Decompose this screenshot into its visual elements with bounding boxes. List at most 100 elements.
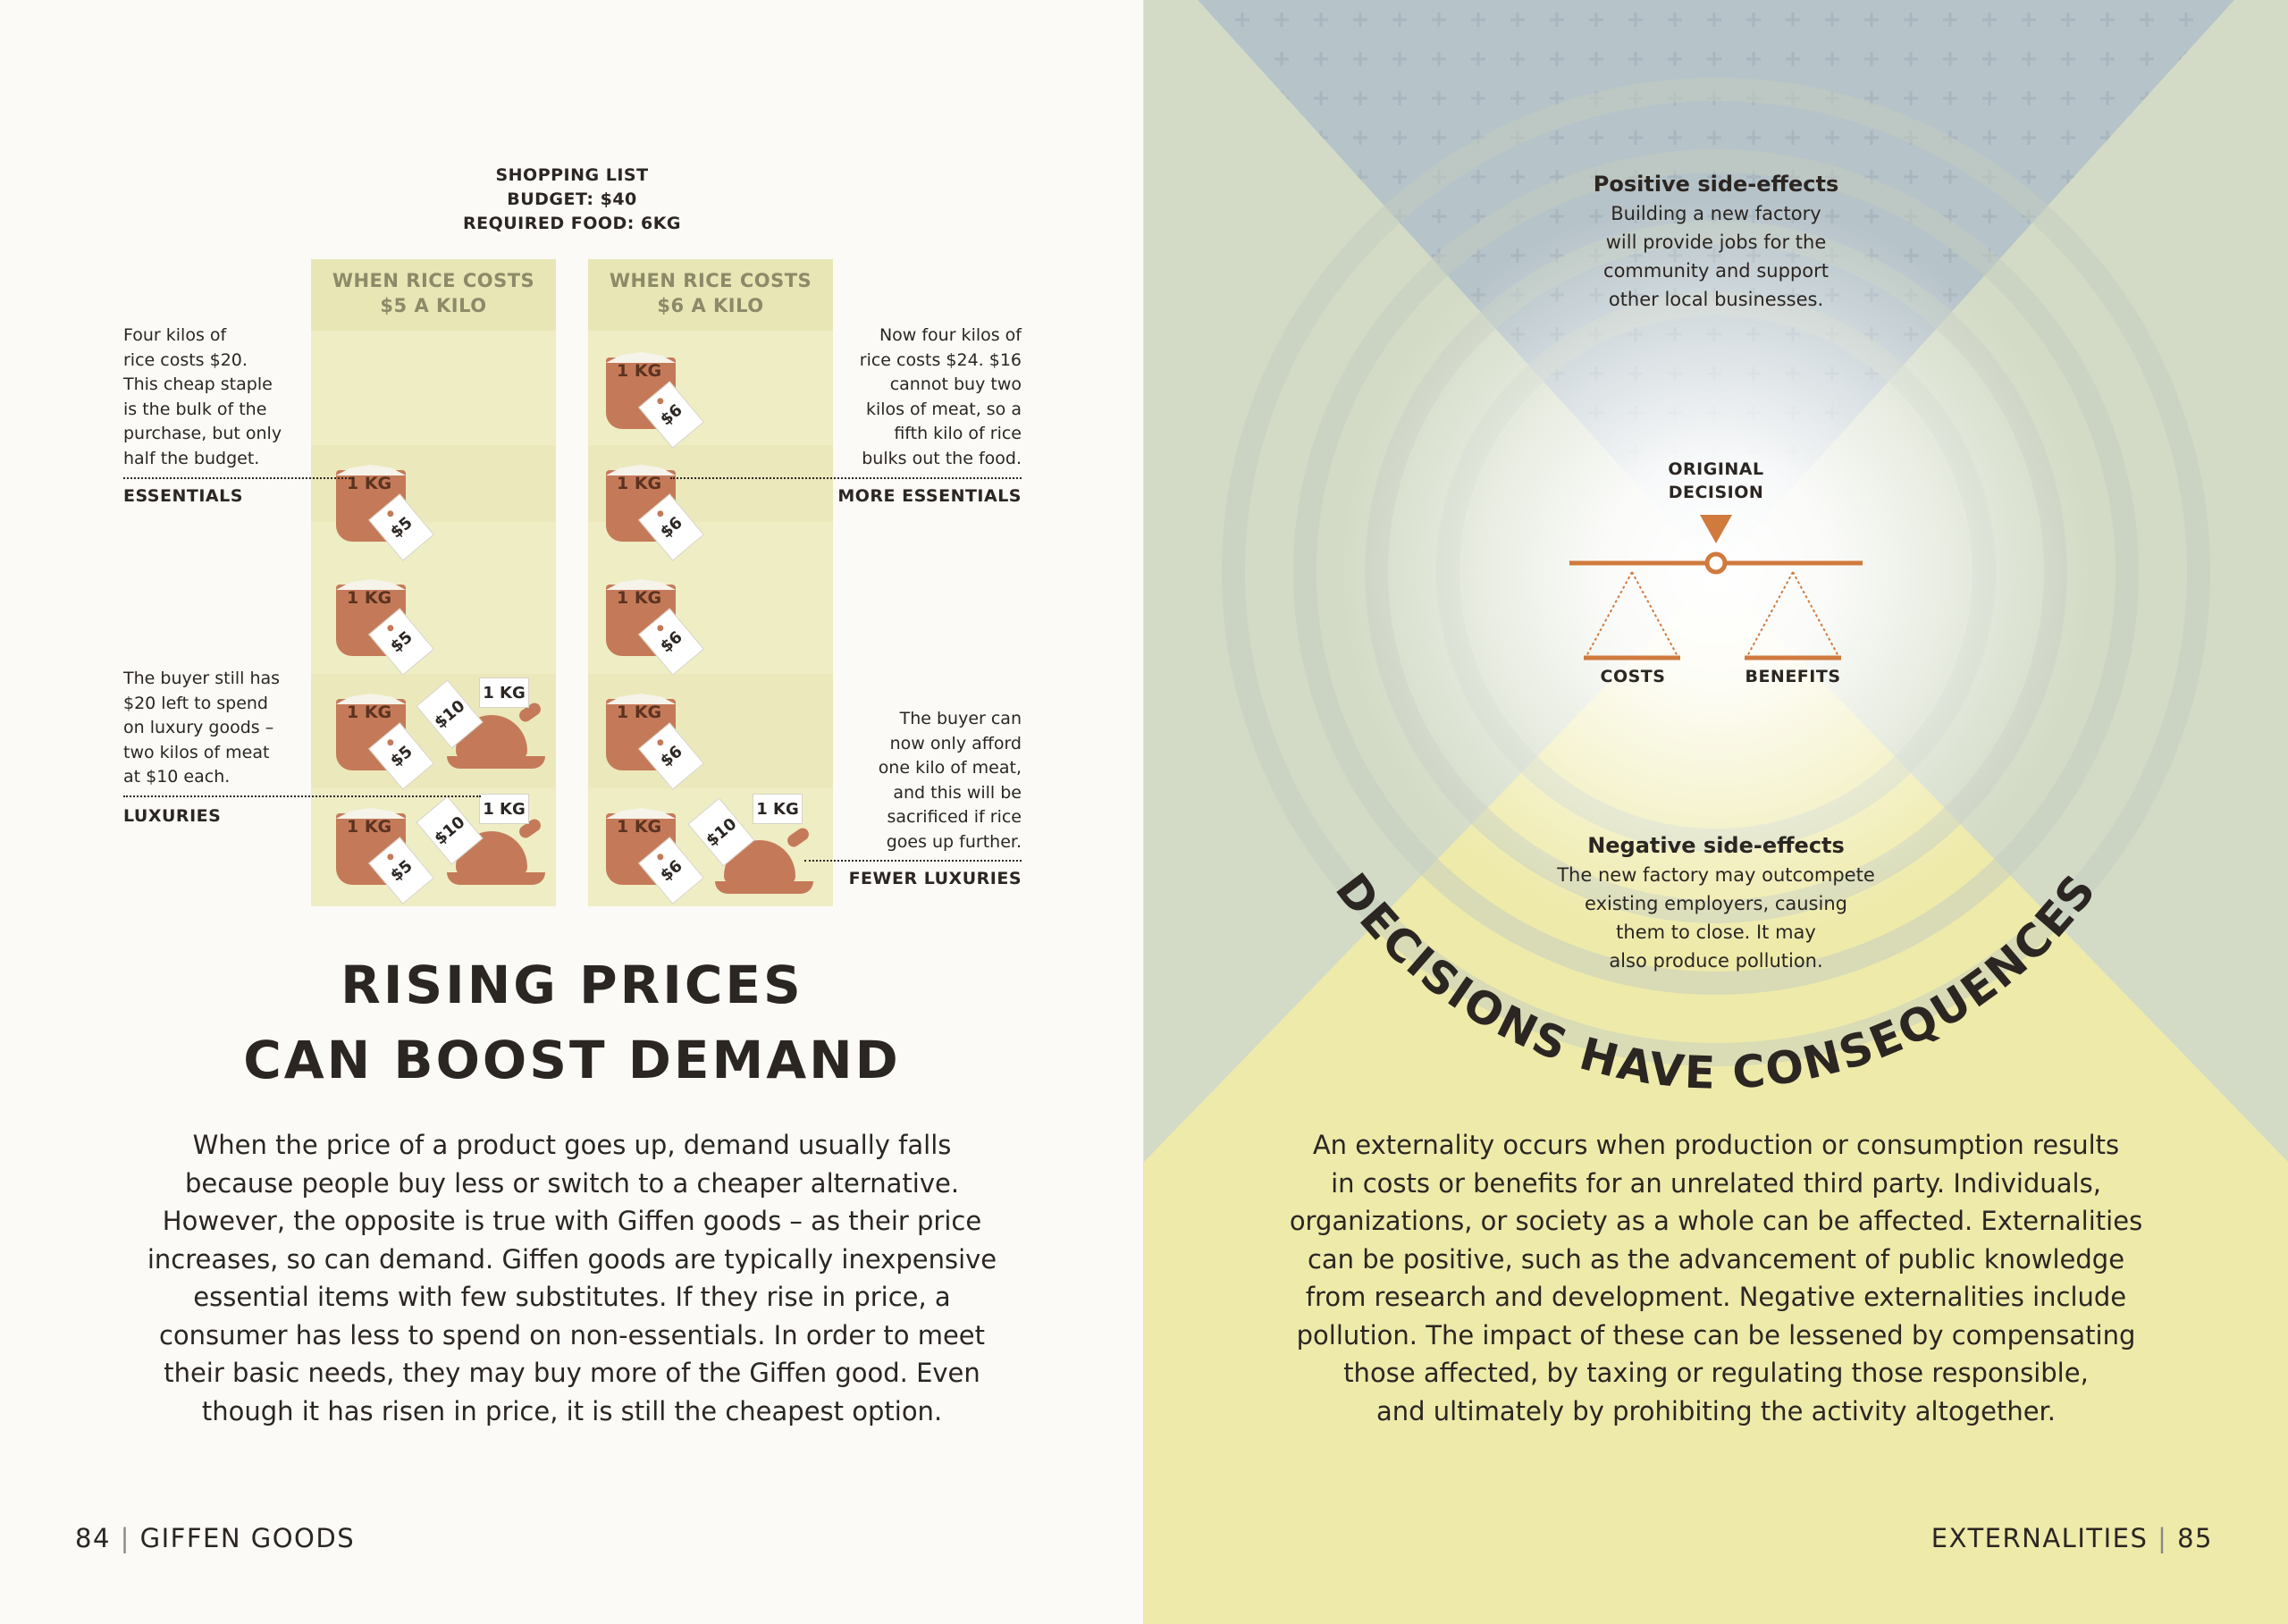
dotted-leader bbox=[670, 477, 1022, 479]
section-name: GIFFEN GOODS bbox=[139, 1523, 356, 1553]
body-line: from research and development. Negative … bbox=[1305, 1282, 2127, 1312]
meat-kg-tag: 1 KG bbox=[753, 794, 803, 824]
negative-line: also produce pollution. bbox=[1609, 950, 1823, 972]
folio-separator: | bbox=[120, 1523, 140, 1553]
label-more-essentials: MORE ESSENTIALS bbox=[837, 486, 1022, 506]
dotted-leader bbox=[123, 795, 481, 797]
annotation-line: rice costs $24. $16 bbox=[859, 349, 1022, 370]
body-line: and ultimately by prohibiting the activi… bbox=[1375, 1395, 2057, 1426]
body-line: though it has risen in price, it is stil… bbox=[201, 1395, 943, 1426]
column-header: WHEN RICE COSTS $5 A KILO bbox=[311, 268, 556, 318]
annotation-line: The buyer can bbox=[899, 709, 1022, 728]
dotted-leader bbox=[804, 860, 1022, 862]
body-line: When the price of a product goes up, dem… bbox=[192, 1130, 952, 1160]
negative-title: Negative side-effects bbox=[1587, 833, 1845, 858]
annotation-line: This cheap staple bbox=[123, 374, 273, 394]
annotation-line: cannot buy two bbox=[889, 374, 1022, 394]
body-line: increases, so can demand. Giffen goods a… bbox=[147, 1243, 997, 1275]
scale-icon bbox=[1569, 515, 1863, 661]
meat-kg-tag: 1 KG bbox=[479, 794, 529, 824]
positive-line: Building a new factory bbox=[1611, 203, 1821, 224]
column-header-line: $6 A KILO bbox=[657, 295, 764, 316]
body-line: because people buy less or switch to a c… bbox=[184, 1167, 960, 1199]
annotation-line: rice costs $20. bbox=[123, 349, 248, 370]
body-line: An externality occurs when production or… bbox=[1312, 1130, 2120, 1160]
rice-kg-label: 1 KG bbox=[617, 588, 662, 608]
page-title-line: RISING PRICES bbox=[341, 955, 803, 1015]
page-number: 85 bbox=[2177, 1523, 2213, 1553]
shopping-list: SHOPPING LIST BUDGET: $40 REQUIRED FOOD:… bbox=[438, 164, 706, 236]
body-text: An externality occurs when production or… bbox=[1251, 1126, 2181, 1430]
left-page: SHOPPING LIST BUDGET: $40 REQUIRED FOOD:… bbox=[0, 0, 1144, 1624]
folio-separator: | bbox=[2158, 1523, 2178, 1553]
meat-icon bbox=[715, 825, 813, 894]
positive-line: other local businesses. bbox=[1608, 289, 1824, 310]
column-header-line: $5 A KILO bbox=[380, 295, 487, 316]
shopping-list-title: SHOPPING LIST bbox=[495, 165, 649, 185]
body-line: those affected, by taxing or regulating … bbox=[1343, 1358, 2089, 1388]
column-header-line: WHEN RICE COSTS bbox=[609, 270, 812, 291]
yellow-zone bbox=[1144, 572, 2288, 1624]
positive-title: Positive side-effects bbox=[1593, 172, 1839, 197]
column-header: WHEN RICE COSTS $6 A KILO bbox=[588, 268, 833, 318]
folio-left: 84 | GIFFEN GOODS bbox=[75, 1523, 355, 1553]
shopping-list-required-food: REQUIRED FOOD: 6KG bbox=[462, 214, 682, 233]
body-line: can be positive, such as the advancement… bbox=[1307, 1243, 2125, 1275]
annotation-line: bulks out the food. bbox=[862, 448, 1022, 468]
page-title: RISING PRICES CAN BOOST DEMAND bbox=[125, 947, 1019, 1098]
costs-label: COSTS bbox=[1600, 667, 1666, 686]
rice-kg-label: 1 KG bbox=[617, 361, 662, 381]
column-header-band bbox=[588, 259, 833, 331]
annotation-line: half the budget. bbox=[123, 448, 260, 468]
body-line: in costs or benefits for an unrelated th… bbox=[1331, 1167, 2101, 1199]
positive-line: will provide jobs for the bbox=[1605, 231, 1827, 253]
meat-kg-tag: 1 KG bbox=[479, 677, 529, 708]
negative-line: existing employers, causing bbox=[1585, 893, 1847, 914]
annotation-line: $20 left to spend bbox=[123, 693, 268, 713]
body-text: When the price of a product goes up, dem… bbox=[125, 1126, 1019, 1430]
dotted-leader bbox=[123, 477, 354, 479]
rice-kg-label: 1 KG bbox=[347, 588, 392, 608]
annotation-line: now only afford bbox=[889, 733, 1022, 753]
rice-kg-label: 1 KG bbox=[347, 817, 392, 837]
annotation-line: fifth kilo of rice bbox=[894, 424, 1022, 443]
negative-line: The new factory may outcompete bbox=[1557, 864, 1875, 886]
negative-side-effects: Negative side-effects The new factory ma… bbox=[1519, 831, 1913, 975]
original-decision-line: DECISION bbox=[1668, 483, 1764, 502]
label-fewer-luxuries: FEWER LUXURIES bbox=[848, 869, 1022, 888]
shopping-list-budget: BUDGET: $40 bbox=[507, 189, 637, 209]
negative-line: them to close. It may bbox=[1616, 921, 1816, 943]
annotation-line: purchase, but only bbox=[123, 424, 282, 443]
annotation-line: at $10 each. bbox=[123, 767, 231, 787]
annotation-line: on luxury goods – bbox=[123, 718, 274, 737]
annotation-more-essentials: Now four kilos of rice costs $24. $16 ca… bbox=[804, 324, 1022, 471]
label-luxuries: LUXURIES bbox=[123, 806, 222, 826]
rice-kg-label: 1 KG bbox=[347, 474, 392, 493]
benefits-label: BENEFITS bbox=[1745, 667, 1841, 686]
body-line: their basic needs, they may buy more of … bbox=[164, 1358, 980, 1388]
positive-line: community and support bbox=[1603, 260, 1829, 282]
annotation-line: and this will be bbox=[893, 782, 1022, 803]
externality-background: DECISIONS HAVE CONSEQUENCES bbox=[1144, 0, 2288, 1624]
folio-right: EXTERNALITIES | 85 bbox=[1931, 1523, 2213, 1553]
rice-kg-label: 1 KG bbox=[617, 817, 662, 837]
body-line: organizations, or society as a whole can… bbox=[1289, 1206, 2143, 1236]
annotation-line: sacrificed if rice bbox=[887, 807, 1022, 827]
body-line: consumer has less to spend on non-essent… bbox=[158, 1319, 986, 1351]
annotation-line: Now four kilos of bbox=[879, 325, 1022, 345]
annotation-line: one kilo of meat, bbox=[878, 758, 1022, 778]
annotation-line: is the bulk of the bbox=[123, 399, 267, 419]
rice-kg-label: 1 KG bbox=[617, 703, 662, 722]
rice-kg-label: 1 KG bbox=[617, 474, 662, 493]
column-header-band bbox=[311, 259, 556, 331]
original-decision-label: ORIGINAL DECISION bbox=[1627, 458, 1805, 504]
body-line: pollution. The impact of these can be le… bbox=[1296, 1319, 2136, 1351]
body-line: However, the opposite is true with Giffe… bbox=[162, 1206, 982, 1236]
label-essentials: ESSENTIALS bbox=[123, 486, 243, 506]
column-header-line: WHEN RICE COSTS bbox=[332, 270, 535, 291]
page-title-line: CAN BOOST DEMAND bbox=[243, 1030, 901, 1090]
annotation-line: Four kilos of bbox=[123, 325, 227, 345]
section-name: EXTERNALITIES bbox=[1930, 1523, 2149, 1553]
annotation-line: goes up further. bbox=[886, 831, 1022, 852]
